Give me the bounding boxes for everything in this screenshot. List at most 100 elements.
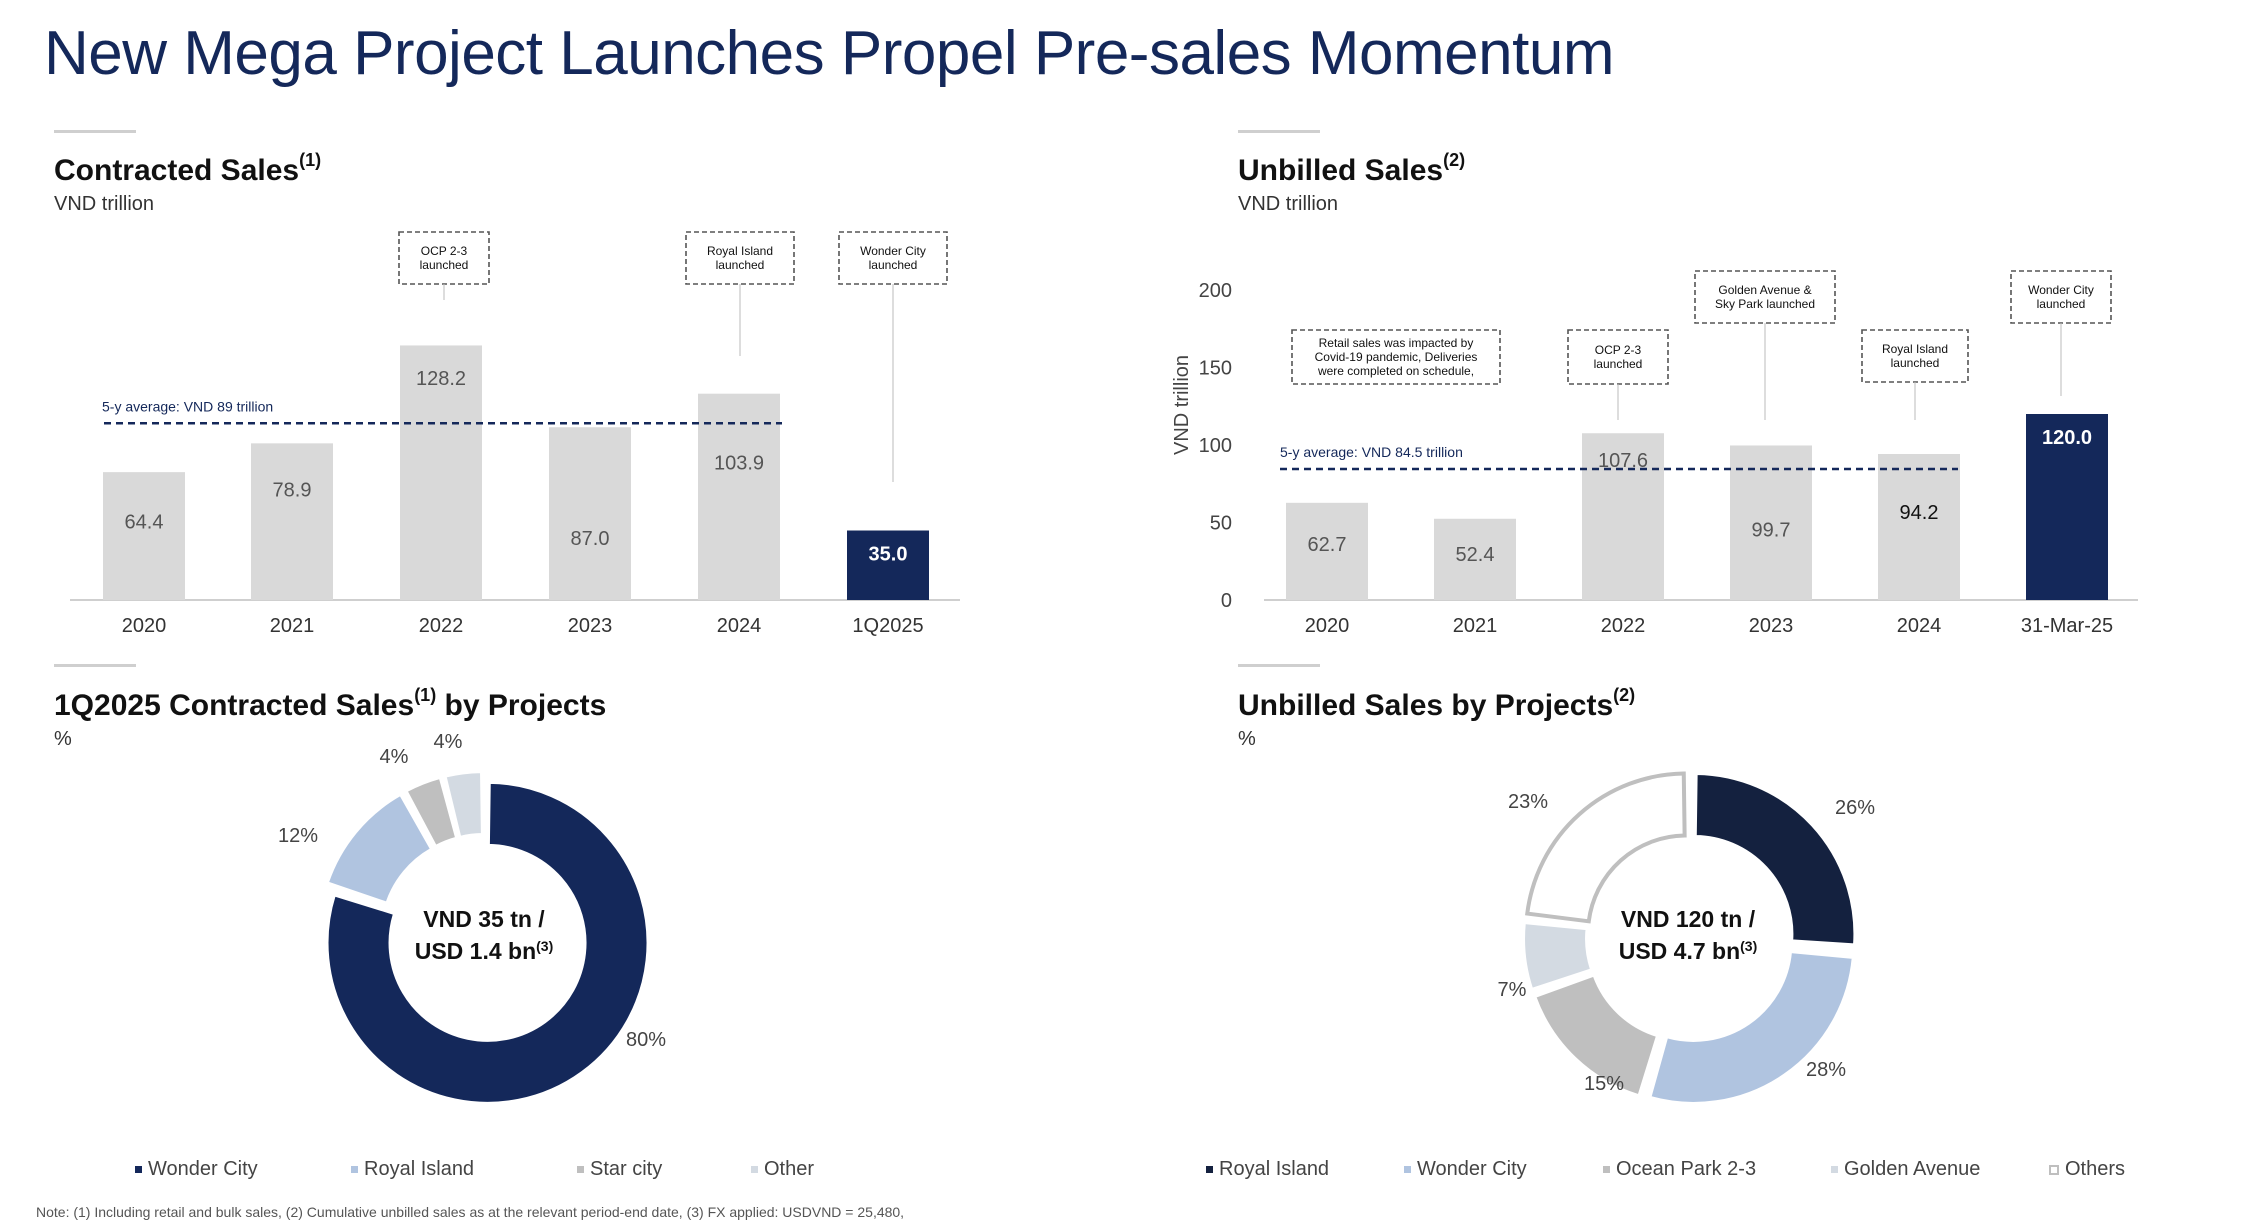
annotation-text: launched [1891,356,1940,370]
unbilled-sales-unit: VND trillion [1238,193,1339,215]
bar-value-label: 94.2 [1900,502,1939,524]
donut-slice-golden-avenue [1523,922,1593,991]
category-label: 2024 [717,615,762,637]
bar-2024 [698,393,780,600]
annotation-text: launched [420,258,469,272]
donut-slice-wonder-city [326,781,649,1104]
legend-swatch [2049,1164,2059,1175]
category-label: 2023 [1749,615,1794,637]
y-tick-label: 150 [1199,358,1232,380]
unbilled-projects-unit: % [1238,728,1256,750]
annotation-text: Wonder City [860,244,926,258]
bar-value-label: 64.4 [125,511,164,533]
center-line-2: USD 4.7 bn [1618,938,1741,964]
contracted-sales-title-text: Contracted Sales [54,154,300,187]
unbilled-projects-title-text: Unbilled Sales by Projects [1238,689,1614,722]
bar-value-label: 52.4 [1456,544,1495,566]
footnote: Note: (1) Including retail and bulk sale… [36,1204,905,1220]
legend-label: Wonder City [148,1158,258,1180]
annotation-text: Covid-19 pandemic, Deliveries [1315,350,1478,364]
legend-item-ocean-park: Ocean Park 2-3 [1603,1158,1831,1181]
legend-swatch [751,1166,758,1173]
annotation-box [398,231,490,285]
bar-value-label: 107.6 [1598,450,1648,472]
annotation-text: Royal Island [707,244,773,258]
annotation-text: launched [869,258,918,272]
contracted-projects-legend: Wonder City Royal Island Star city Other [135,1158,814,1181]
annotation-box [1694,270,1836,324]
donut-slice-royal-island [326,793,433,904]
bar-value-label: 87.0 [571,528,610,550]
section-rule [54,664,136,667]
bar-2020 [1286,502,1368,600]
bar-2023 [1730,445,1812,600]
unbilled-projects-legend: Royal Island Wonder City Ocean Park 2-3 … [1206,1158,2125,1181]
bar-2023 [549,427,631,600]
donut-slice-star-city [405,776,458,848]
bar-31-Mar-25 [2026,414,2108,600]
category-label: 2021 [1453,615,1498,637]
category-label: 2021 [270,615,315,637]
legend-item-wonder-city: Wonder City [1404,1158,1603,1181]
bar-value-label: 128.2 [416,368,466,390]
bar-value-label: 62.7 [1308,534,1347,556]
annotation-box [2010,270,2112,324]
footnote-ref: (2) [1613,685,1636,705]
bar-2020 [103,472,185,600]
legend-item-star-city: Star city [577,1158,751,1181]
slice-value-label: 26% [1835,797,1875,819]
legend-item-golden-avenue: Golden Avenue [1831,1158,2049,1181]
annotation-box [1291,329,1501,385]
legend-item-wonder-city: Wonder City [135,1158,351,1181]
donut-slice-royal-island [1694,772,1856,946]
category-label: 2020 [122,615,167,637]
slice-value-label: 7% [1498,979,1527,1001]
annotation-box [1861,329,1969,383]
annotation-text: OCP 2-3 [421,244,468,258]
center-line-1: VND 120 tn / [1620,906,1756,932]
footnote-ref: (1) [414,685,437,705]
center-line-2: USD 1.4 bn [414,938,537,964]
slice-value-label: 4% [380,746,409,768]
legend-swatch [1206,1166,1213,1173]
donut-slice-wonder-city [1649,950,1854,1104]
bar-value-label: 120.0 [2042,427,2092,449]
y-tick-label: 200 [1199,280,1232,302]
legend-item-other: Other [751,1158,814,1181]
annotation-text: Retail sales was impacted by [1319,336,1474,350]
legend-label: Others [2065,1158,2126,1180]
legend-label: Golden Avenue [1844,1158,1981,1180]
annotation-text: Royal Island [1882,342,1948,356]
legend-label: Wonder City [1417,1158,1527,1180]
page-title: New Mega Project Launches Propel Pre-sal… [44,19,1615,88]
legend-label: Royal Island [1219,1158,1330,1180]
section-rule [1238,664,1320,667]
bar-2021 [1434,518,1516,600]
unbilled-projects-title: Unbilled Sales by Projects(2) [1238,685,1635,723]
y-axis-title: VND trillion [1171,355,1193,455]
y-tick-label: 100 [1199,435,1232,457]
section-rule [1238,130,1320,133]
legend-swatch [1404,1166,1411,1173]
legend-item-royal-island: Royal Island [1206,1158,1404,1181]
footnote-ref: (3) [536,938,554,954]
slice-value-label: 4% [434,731,463,753]
bar-value-label: 35.0 [869,544,908,566]
contracted-projects-unit: % [54,728,72,750]
contracted-projects-title-text: 1Q2025 Contracted Sales [54,689,415,722]
y-tick-label: 0 [1221,590,1232,612]
annotation-text: launched [2037,297,2086,311]
bar-1Q2025 [847,530,929,600]
annotation-text: launched [716,258,765,272]
annotation-text: were completed on schedule, [1317,364,1474,378]
legend-label: Other [764,1158,815,1180]
bar-2024 [1878,453,1960,600]
legend-item-royal-island: Royal Island [351,1158,577,1181]
contracted-projects-title-suffix: by Projects [436,689,607,722]
legend-label: Ocean Park 2-3 [1616,1158,1757,1180]
bar-value-label: 103.9 [714,453,764,475]
category-label: 2023 [568,615,613,637]
annotation-box [838,231,948,285]
bar-value-label: 99.7 [1752,520,1791,542]
